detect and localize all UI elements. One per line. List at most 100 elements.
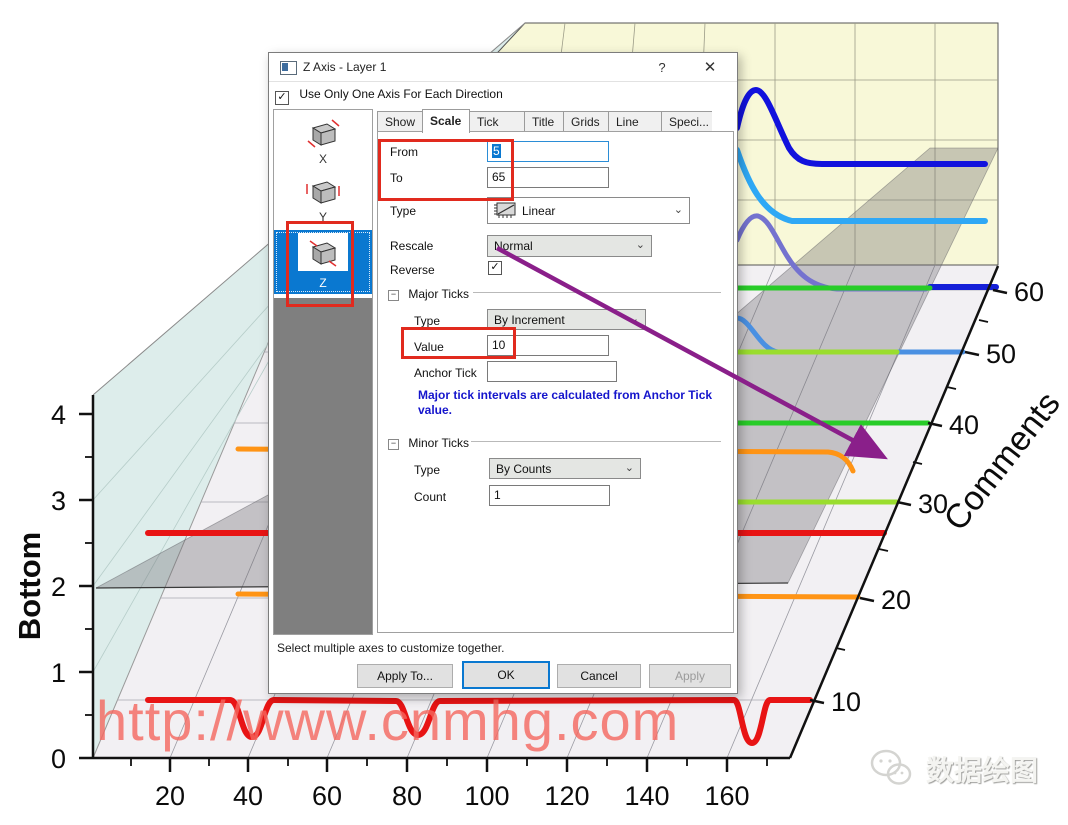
- z-axis-dialog: Z Axis - Layer 1 ? ✕ ✓ Use Only One Axis…: [268, 52, 738, 694]
- svg-text:60: 60: [312, 781, 342, 811]
- tab-scale[interactable]: Scale: [422, 109, 470, 133]
- url-watermark: http://www.cnmhg.com: [96, 689, 680, 752]
- svg-text:2: 2: [51, 572, 66, 602]
- axis-list-filler: [274, 298, 372, 634]
- tab-show[interactable]: Show: [377, 111, 422, 133]
- left-axis-title: Bottom: [12, 532, 47, 640]
- minor-ticks-header[interactable]: − Minor Ticks: [388, 436, 469, 450]
- chevron-down-icon: ⌄: [635, 238, 645, 251]
- svg-text:80: 80: [392, 781, 422, 811]
- svg-text:160: 160: [704, 781, 749, 811]
- cancel-button[interactable]: Cancel: [557, 664, 641, 688]
- rescale-label: Rescale: [390, 239, 434, 253]
- svg-text:20: 20: [881, 585, 911, 615]
- reverse-checkbox[interactable]: ✓: [488, 261, 502, 275]
- anchor-tick-input[interactable]: [487, 361, 617, 382]
- svg-text:20: 20: [155, 781, 185, 811]
- type-value: Linear: [522, 203, 556, 218]
- trace-red-10: [145, 696, 813, 747]
- chevron-down-icon: ⌄: [624, 461, 634, 474]
- from-input[interactable]: 5: [487, 141, 609, 162]
- svg-text:140: 140: [624, 781, 669, 811]
- depth-axis-labels: 60 50 40 30 20 10: [831, 277, 1044, 717]
- axis-cube-icon: [306, 181, 340, 204]
- svg-text:10: 10: [831, 687, 861, 717]
- to-label: To: [390, 171, 403, 185]
- brand-watermark-text: 数据绘图: [926, 755, 1039, 786]
- axes: [79, 265, 1008, 772]
- dialog-title: Z Axis - Layer 1: [303, 60, 387, 74]
- svg-text:40: 40: [949, 410, 979, 440]
- tab-line-and-ticks[interactable]: Line a...: [608, 111, 661, 149]
- minor-type-combobox[interactable]: By Counts ⌄: [489, 458, 641, 479]
- one-axis-checkbox[interactable]: ✓: [275, 91, 289, 105]
- axis-item-x[interactable]: X: [274, 116, 372, 168]
- dialog-titlebar[interactable]: Z Axis - Layer 1 ? ✕: [269, 53, 737, 82]
- axis-selector-list: X Y: [273, 109, 373, 635]
- tab-grids[interactable]: Grids: [563, 111, 608, 133]
- depth-axis-title: Comments: [937, 385, 1068, 538]
- from-label: From: [390, 145, 418, 159]
- major-type-label: Type: [414, 314, 441, 328]
- dialog-status-text: Select multiple axes to customize togeth…: [277, 641, 505, 655]
- wechat-icon: [870, 749, 912, 785]
- axis-item-label: Y: [318, 210, 327, 224]
- svg-text:60: 60: [1014, 277, 1044, 307]
- left-axis-labels: 4 3 2 1 0: [51, 400, 66, 774]
- one-axis-checkbox-label: Use Only One Axis For Each Direction: [299, 87, 503, 101]
- apply-to-button[interactable]: Apply To...: [357, 664, 453, 688]
- linear-scale-icon: [494, 202, 516, 218]
- help-button[interactable]: ?: [658, 60, 666, 75]
- major-value-label: Value: [414, 340, 444, 354]
- tab-title[interactable]: Title: [524, 111, 563, 133]
- trace-darkblue: [734, 86, 988, 167]
- svg-text:0: 0: [51, 744, 66, 774]
- dialog-icon: [280, 61, 297, 75]
- svg-text:40: 40: [233, 781, 263, 811]
- svg-text:120: 120: [544, 781, 589, 811]
- type-label: Type: [390, 204, 417, 218]
- type-combobox[interactable]: Linear ⌄: [487, 197, 690, 224]
- to-input[interactable]: 65: [487, 167, 609, 188]
- group-rule: [471, 441, 721, 442]
- axis-item-y[interactable]: Y: [274, 174, 372, 226]
- svg-text:3: 3: [51, 486, 66, 516]
- rescale-value: Normal: [494, 239, 533, 253]
- brand-watermark: 数据绘图: [868, 748, 1038, 790]
- trace-skyblue: [734, 147, 988, 224]
- rescale-combobox[interactable]: Normal ⌄: [487, 235, 652, 257]
- minor-type-value: By Counts: [496, 461, 552, 476]
- tab-special[interactable]: Speci...: [661, 111, 712, 133]
- one-axis-checkbox-row[interactable]: ✓ Use Only One Axis For Each Direction: [275, 87, 503, 105]
- axis-cube-icon: [309, 240, 337, 267]
- apply-button[interactable]: Apply: [649, 664, 731, 688]
- major-value-input[interactable]: 10: [487, 335, 609, 356]
- minor-type-label: Type: [414, 463, 441, 477]
- minor-count-label: Count: [414, 490, 447, 504]
- axis-cube-icon: [307, 119, 340, 148]
- collapse-icon[interactable]: −: [388, 290, 399, 301]
- major-ticks-header[interactable]: − Major Ticks: [388, 287, 469, 301]
- anchor-tick-label: Anchor Tick: [414, 366, 477, 380]
- collapse-icon[interactable]: −: [388, 439, 399, 450]
- minor-count-input[interactable]: 1: [489, 485, 610, 506]
- major-type-value: By Increment: [494, 312, 565, 327]
- svg-text:50: 50: [986, 339, 1016, 369]
- tab-tick-labels[interactable]: Tick L...: [470, 111, 524, 149]
- svg-text:30: 30: [918, 489, 948, 519]
- axis-item-z[interactable]: Z: [274, 230, 372, 294]
- ok-button[interactable]: OK: [462, 661, 550, 689]
- close-button[interactable]: ✕: [703, 59, 717, 76]
- group-rule: [473, 292, 721, 293]
- axis-item-label: X: [318, 152, 327, 166]
- bottom-axis-labels: 20 40 60 80 100 120 140 160: [155, 781, 750, 811]
- tab-strip: Show Scale Tick L... Title Grids Line a.…: [377, 109, 737, 155]
- svg-text:4: 4: [51, 400, 66, 430]
- major-type-combobox[interactable]: By Increment ⌄: [487, 309, 646, 330]
- axis-item-label: Z: [319, 276, 327, 290]
- scale-tab-panel: From 5 To 65 Type Linear ⌄ Rescale: [377, 131, 734, 633]
- svg-text:100: 100: [464, 781, 509, 811]
- chevron-down-icon: ⌄: [629, 312, 639, 325]
- reverse-label: Reverse: [390, 263, 435, 277]
